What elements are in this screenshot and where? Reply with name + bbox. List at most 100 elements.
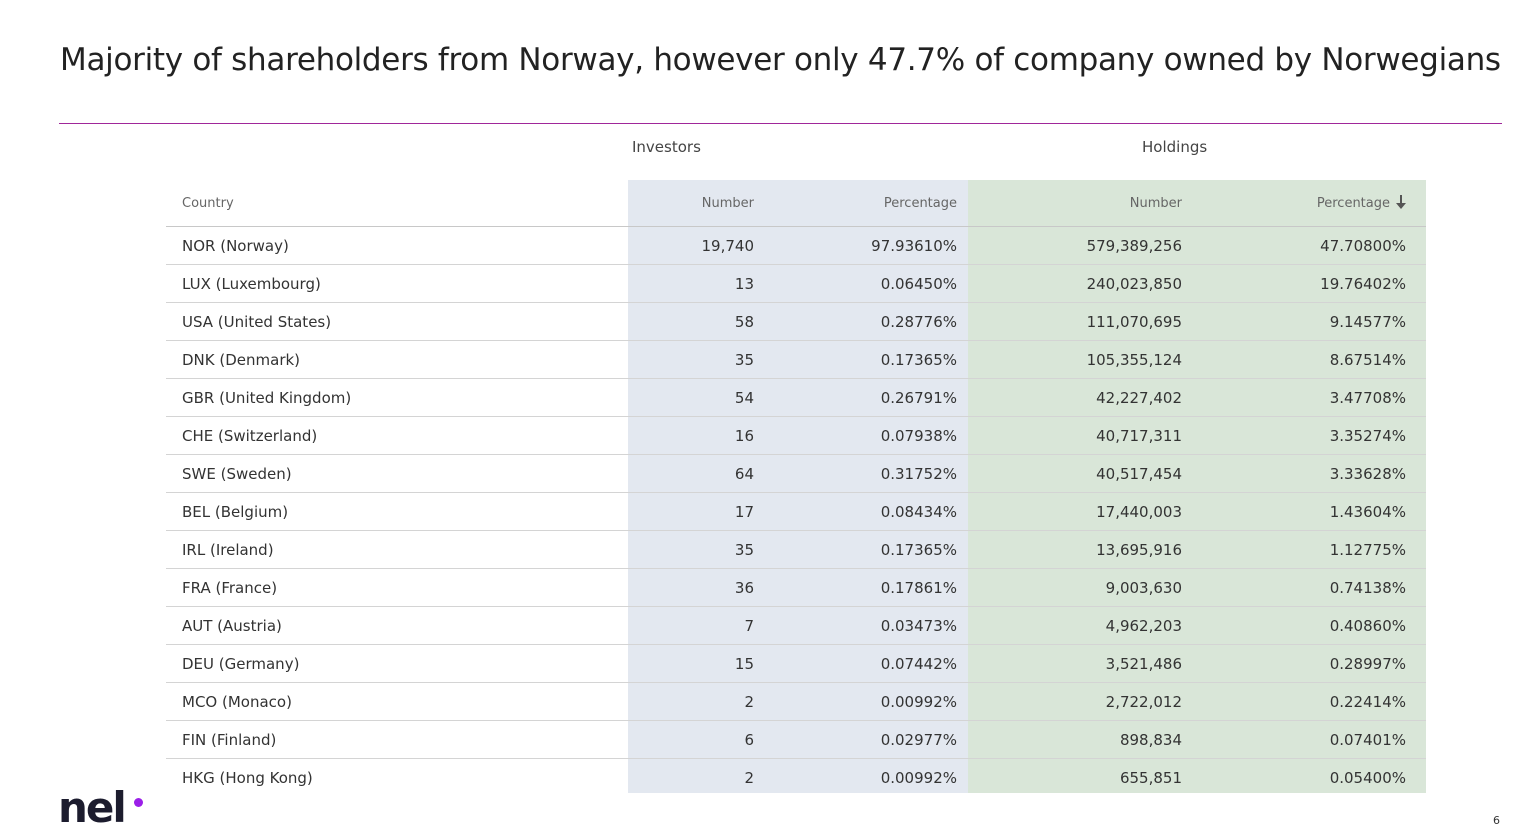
- cell-country: FRA (France): [166, 568, 628, 607]
- table-row: HKG (Hong Kong) 2 0.00992% 655,851 0.05400%: [166, 759, 1426, 797]
- cell-investors-percentage: 0.17365%: [768, 530, 968, 569]
- cell-holdings-number: 40,717,311: [968, 416, 1196, 455]
- cell-holdings-percentage: 0.74138%: [1196, 568, 1426, 607]
- cell-holdings-percentage: 1.43604%: [1196, 492, 1426, 531]
- cell-investors-percentage: 0.03473%: [768, 606, 968, 645]
- table-row: GBR (United Kingdom) 54 0.26791% 42,227,402…: [166, 378, 1426, 417]
- table-row: IRL (Ireland) 35 0.17365% 13,695,916 1.12775…: [166, 530, 1426, 569]
- table-row: MCO (Monaco) 2 0.00992% 2,722,012 0.22414%: [166, 682, 1426, 721]
- table-row: CHE (Switzerland) 16 0.07938% 40,717,311 3.3…: [166, 416, 1426, 455]
- cell-investors-number: 16: [628, 416, 768, 455]
- table-row: FIN (Finland) 6 0.02977% 898,834 0.07401%: [166, 720, 1426, 759]
- cell-investors-number: 58: [628, 302, 768, 341]
- header-holdings-percentage-label: Percentage: [1316, 196, 1390, 211]
- cell-holdings-number: 2,722,012: [968, 682, 1196, 721]
- cell-country: NOR (Norway): [166, 226, 628, 265]
- arrow-down-icon[interactable]: [1396, 195, 1406, 209]
- cell-investors-percentage: 0.02977%: [768, 720, 968, 759]
- cell-investors-percentage: 97.93610%: [768, 226, 968, 265]
- cell-investors-number: 6: [628, 720, 768, 759]
- cell-country: IRL (Ireland): [166, 530, 628, 569]
- cell-holdings-percentage: 9.14577%: [1196, 302, 1426, 341]
- cell-country: CHE (Switzerland): [166, 416, 628, 455]
- cell-holdings-number: 4,962,203: [968, 606, 1196, 645]
- table-row: AUT (Austria) 7 0.03473% 4,962,203 0.40860%: [166, 606, 1426, 645]
- table-row: DNK (Denmark) 35 0.17365% 105,355,124 8.6751…: [166, 340, 1426, 379]
- cell-holdings-number: 9,003,630: [968, 568, 1196, 607]
- cell-country: MCO (Monaco): [166, 682, 628, 721]
- cell-investors-number: 36: [628, 568, 768, 607]
- cell-investors-number: 13: [628, 264, 768, 303]
- table-row: USA (United States) 58 0.28776% 111,070,695…: [166, 302, 1426, 341]
- cell-country: FIN (Finland): [166, 720, 628, 759]
- cell-holdings-percentage: 8.67514%: [1196, 340, 1426, 379]
- table-row: DEU (Germany) 15 0.07442% 3,521,486 0.28997%: [166, 644, 1426, 683]
- header-holdings-percentage[interactable]: Percentage: [1196, 180, 1426, 227]
- cell-investors-percentage: 0.17365%: [768, 340, 968, 379]
- cell-investors-percentage: 0.26791%: [768, 378, 968, 417]
- nel-logo: nel: [58, 784, 158, 832]
- cell-investors-number: 35: [628, 530, 768, 569]
- header-investors-percentage[interactable]: Percentage: [768, 180, 968, 227]
- cell-holdings-number: 17,440,003: [968, 492, 1196, 531]
- cell-investors-number: 64: [628, 454, 768, 493]
- header-holdings-number[interactable]: Number: [968, 180, 1196, 227]
- cell-country: SWE (Sweden): [166, 454, 628, 493]
- page-number: 6: [1493, 814, 1500, 827]
- cell-investors-number: 35: [628, 340, 768, 379]
- logo-wordmark: nel: [58, 783, 127, 832]
- cell-holdings-percentage: 0.40860%: [1196, 606, 1426, 645]
- title-divider: [59, 123, 1502, 124]
- cell-country: LUX (Luxembourg): [166, 264, 628, 303]
- cell-holdings-number: 40,517,454: [968, 454, 1196, 493]
- cell-investors-number: 17: [628, 492, 768, 531]
- shareholder-table: Country Number Percentage Number Percent…: [166, 180, 1426, 796]
- cell-holdings-number: 111,070,695: [968, 302, 1196, 341]
- cell-investors-number: 7: [628, 606, 768, 645]
- cell-investors-percentage: 0.28776%: [768, 302, 968, 341]
- cell-country: USA (United States): [166, 302, 628, 341]
- group-label-investors: Investors: [632, 138, 701, 156]
- header-investors-number[interactable]: Number: [628, 180, 768, 227]
- cell-holdings-number: 3,521,486: [968, 644, 1196, 683]
- cell-investors-number: 19,740: [628, 226, 768, 265]
- cell-holdings-number: 240,023,850: [968, 264, 1196, 303]
- cell-holdings-number: 13,695,916: [968, 530, 1196, 569]
- cell-investors-number: 54: [628, 378, 768, 417]
- table-row: LUX (Luxembourg) 13 0.06450% 240,023,850 19.…: [166, 264, 1426, 303]
- cell-country: HKG (Hong Kong): [182, 768, 313, 787]
- cell-holdings-number: 655,851: [1119, 768, 1182, 787]
- cell-investors-number: 2: [744, 768, 754, 787]
- cell-holdings-number: 579,389,256: [968, 226, 1196, 265]
- cell-holdings-percentage: 3.47708%: [1196, 378, 1426, 417]
- cell-investors-percentage: 0.07442%: [768, 644, 968, 683]
- cell-investors-number: 2: [628, 682, 768, 721]
- group-label-holdings: Holdings: [1142, 138, 1208, 156]
- cell-holdings-percentage: 1.12775%: [1196, 530, 1426, 569]
- cell-country: DEU (Germany): [166, 644, 628, 683]
- cell-investors-percentage: 0.00992%: [768, 682, 968, 721]
- slide-title: Majority of shareholders from Norway, ho…: [60, 42, 1501, 78]
- cell-holdings-number: 42,227,402: [968, 378, 1196, 417]
- cell-holdings-percentage: 0.22414%: [1196, 682, 1426, 721]
- cell-holdings-percentage: 47.70800%: [1196, 226, 1426, 265]
- logo-dot: [134, 798, 143, 807]
- cell-country: DNK (Denmark): [166, 340, 628, 379]
- cell-holdings-percentage: 0.05400%: [1329, 768, 1406, 787]
- cell-country: GBR (United Kingdom): [166, 378, 628, 417]
- cell-holdings-number: 105,355,124: [968, 340, 1196, 379]
- table-row: NOR (Norway) 19,740 97.93610% 579,389,256 47…: [166, 226, 1426, 265]
- cell-investors-percentage: 0.31752%: [768, 454, 968, 493]
- cell-investors-percentage: 0.08434%: [768, 492, 968, 531]
- cell-country: AUT (Austria): [166, 606, 628, 645]
- cell-holdings-percentage: 0.07401%: [1196, 720, 1426, 759]
- cell-holdings-percentage: 3.33628%: [1196, 454, 1426, 493]
- cell-investors-percentage: 0.07938%: [768, 416, 968, 455]
- cell-holdings-percentage: 19.76402%: [1196, 264, 1426, 303]
- header-country[interactable]: Country: [166, 180, 628, 227]
- cell-investors-percentage: 0.06450%: [768, 264, 968, 303]
- cell-holdings-number: 898,834: [968, 720, 1196, 759]
- table-row: BEL (Belgium) 17 0.08434% 17,440,003 1.43604…: [166, 492, 1426, 531]
- cell-holdings-percentage: 0.28997%: [1196, 644, 1426, 683]
- cell-country: BEL (Belgium): [166, 492, 628, 531]
